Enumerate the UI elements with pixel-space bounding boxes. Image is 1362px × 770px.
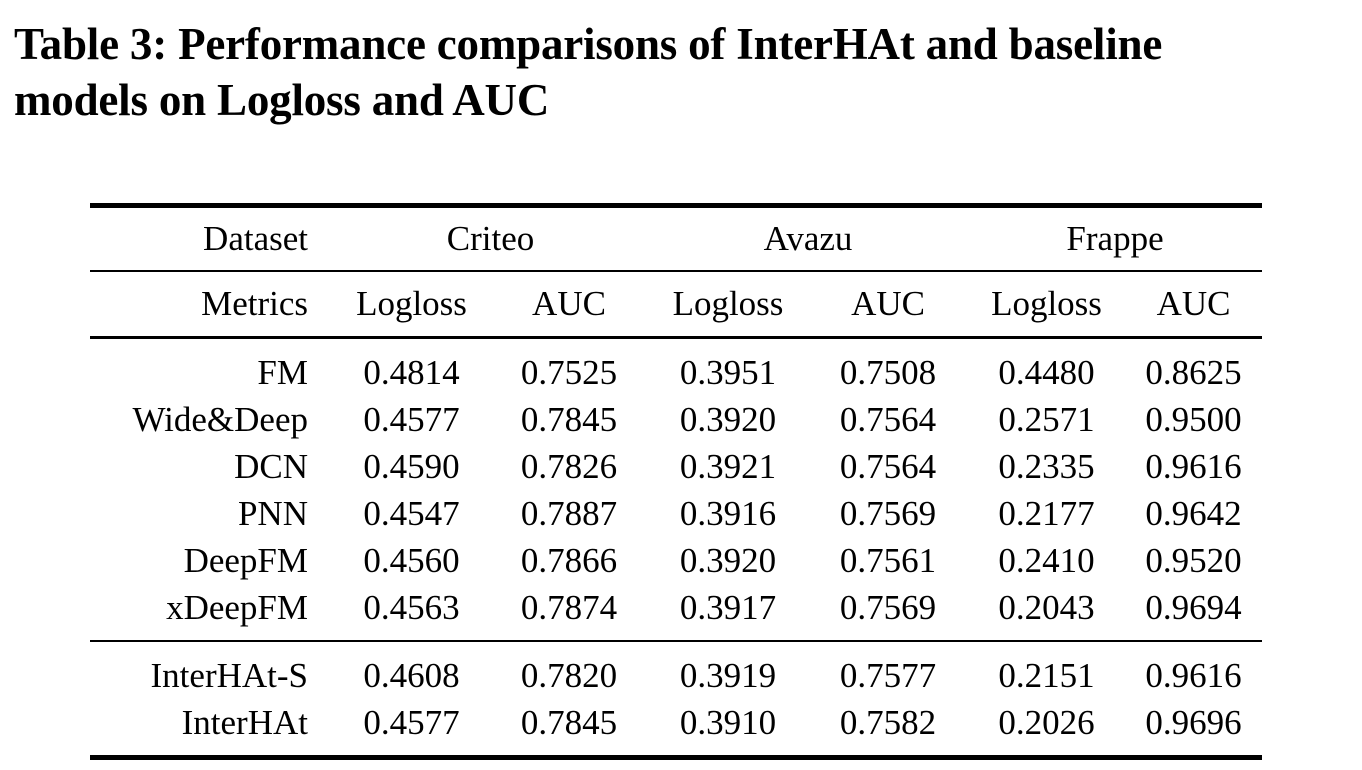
- table-row-interhat: InterHAt 0.4577 0.7845 0.3910 0.7582 0.2…: [90, 699, 1262, 758]
- table-header-dataset-row: Dataset Criteo Avazu Frappe: [90, 205, 1263, 272]
- metric-value: 0.9500: [1145, 399, 1242, 439]
- metric-value: 0.8625: [1145, 352, 1242, 392]
- dataset-group-avazu: Avazu: [648, 205, 969, 272]
- metric-value: 0.4590: [363, 446, 460, 486]
- metric-value: 0.3917: [679, 587, 777, 627]
- metric-value: 0.7525: [520, 352, 618, 392]
- metric-value: 0.7577: [839, 655, 937, 695]
- metric-value: 0.2410: [998, 540, 1095, 580]
- metric-value: 0.3916: [679, 493, 777, 533]
- table-row-widedeep: Wide&Deep 0.4577 0.7845 0.3920 0.7564 0.…: [90, 396, 1262, 443]
- metric-value: 0.9616: [1145, 446, 1242, 486]
- table-caption: Table 3: Performance comparisons of Inte…: [14, 16, 1162, 128]
- metric-value: 0.2151: [998, 655, 1095, 695]
- model-name: DCN: [234, 446, 308, 486]
- model-name: InterHAt: [181, 702, 308, 742]
- table-row-fm: FM 0.4814 0.7525 0.3951 0.7508 0.4480 0.…: [90, 338, 1262, 397]
- dataset-header-label: Dataset: [90, 205, 333, 272]
- table-row-interhat-s: InterHAt-S 0.4608 0.7820 0.3919 0.7577 0…: [90, 641, 1262, 699]
- metric-value: 0.9696: [1145, 702, 1242, 742]
- model-name: PNN: [237, 493, 308, 533]
- metric-value: 0.7826: [520, 446, 618, 486]
- metric-value: 0.3910: [679, 702, 777, 742]
- metric-value: 0.2571: [998, 399, 1095, 439]
- baseline-models-group: FM 0.4814 0.7525 0.3951 0.7508 0.4480 0.…: [90, 338, 1263, 641]
- metric-value: 0.3920: [679, 399, 777, 439]
- metric-value: 0.7887: [520, 493, 618, 533]
- metric-value: 0.3919: [679, 655, 777, 695]
- table-row-pnn: PNN 0.4547 0.7887 0.3916 0.7569 0.2177 0…: [90, 490, 1262, 537]
- table-header-metrics-row: Metrics Logloss AUC Logloss AUC Logloss …: [90, 271, 1263, 339]
- dataset-group-criteo: Criteo: [333, 205, 649, 272]
- metric-value: 0.7845: [520, 702, 618, 742]
- metric-value: 0.4814: [363, 352, 460, 392]
- metric-value: 0.7820: [520, 655, 618, 695]
- metric-value: 0.2177: [998, 493, 1095, 533]
- metric-value: 0.9642: [1145, 493, 1242, 533]
- metric-value: 0.4608: [363, 655, 460, 695]
- metric-value: 0.2026: [998, 702, 1095, 742]
- metric-value: 0.4577: [363, 702, 460, 742]
- table-row-dcn: DCN 0.4590 0.7826 0.3921 0.7564 0.2335 0…: [90, 443, 1262, 490]
- metric-value: 0.3921: [679, 446, 777, 486]
- model-name: Wide&Deep: [132, 399, 308, 439]
- table-head: Dataset Criteo Avazu Frappe Metrics Logl…: [90, 205, 1263, 339]
- metric-value: 0.4577: [363, 399, 460, 439]
- table-caption-line2: models on Logloss and AUC: [14, 75, 550, 125]
- metric-value: 0.2335: [998, 446, 1095, 486]
- metric-value: 0.7874: [520, 587, 618, 627]
- metric-value: 0.4560: [363, 540, 460, 580]
- metric-value: 0.9616: [1145, 655, 1242, 695]
- column-header-frappe-logloss: Logloss: [968, 271, 1126, 339]
- table-row-xdeepfm: xDeepFM 0.4563 0.7874 0.3917 0.7569 0.20…: [90, 584, 1262, 641]
- metric-value: 0.9694: [1145, 587, 1242, 627]
- performance-table: Dataset Criteo Avazu Frappe Metrics Logl…: [90, 203, 1263, 760]
- metric-value: 0.3920: [679, 540, 777, 580]
- metric-value: 0.7564: [839, 446, 937, 486]
- metric-value: 0.4563: [363, 587, 460, 627]
- column-header-criteo-auc: AUC: [490, 271, 649, 339]
- table-caption-line1: Table 3: Performance comparisons of Inte…: [14, 19, 1163, 69]
- model-name: DeepFM: [183, 540, 308, 580]
- column-header-avazu-logloss: Logloss: [648, 271, 809, 339]
- metrics-header-label: Metrics: [90, 271, 333, 339]
- metric-value: 0.7564: [839, 399, 937, 439]
- metric-value: 0.7569: [839, 587, 937, 627]
- metric-value: 0.3951: [679, 352, 777, 392]
- model-name: xDeepFM: [166, 587, 308, 627]
- metric-value: 0.7582: [839, 702, 937, 742]
- metric-value: 0.4480: [998, 352, 1095, 392]
- column-header-criteo-logloss: Logloss: [333, 271, 490, 339]
- column-header-frappe-auc: AUC: [1125, 271, 1263, 339]
- interhat-models-group: InterHAt-S 0.4608 0.7820 0.3919 0.7577 0…: [90, 641, 1262, 758]
- metric-value: 0.7845: [520, 399, 618, 439]
- metric-value: 0.7569: [839, 493, 937, 533]
- dataset-group-frappe: Frappe: [968, 205, 1263, 272]
- model-name: FM: [257, 352, 308, 392]
- column-header-avazu-auc: AUC: [808, 271, 969, 339]
- metric-value: 0.7866: [520, 540, 618, 580]
- metric-value: 0.2043: [998, 587, 1095, 627]
- table-row-deepfm: DeepFM 0.4560 0.7866 0.3920 0.7561 0.241…: [90, 537, 1262, 584]
- model-name: InterHAt-S: [150, 655, 308, 695]
- metric-value: 0.9520: [1145, 540, 1242, 580]
- metric-value: 0.7561: [839, 540, 937, 580]
- metric-value: 0.4547: [363, 493, 460, 533]
- metric-value: 0.7508: [839, 352, 937, 392]
